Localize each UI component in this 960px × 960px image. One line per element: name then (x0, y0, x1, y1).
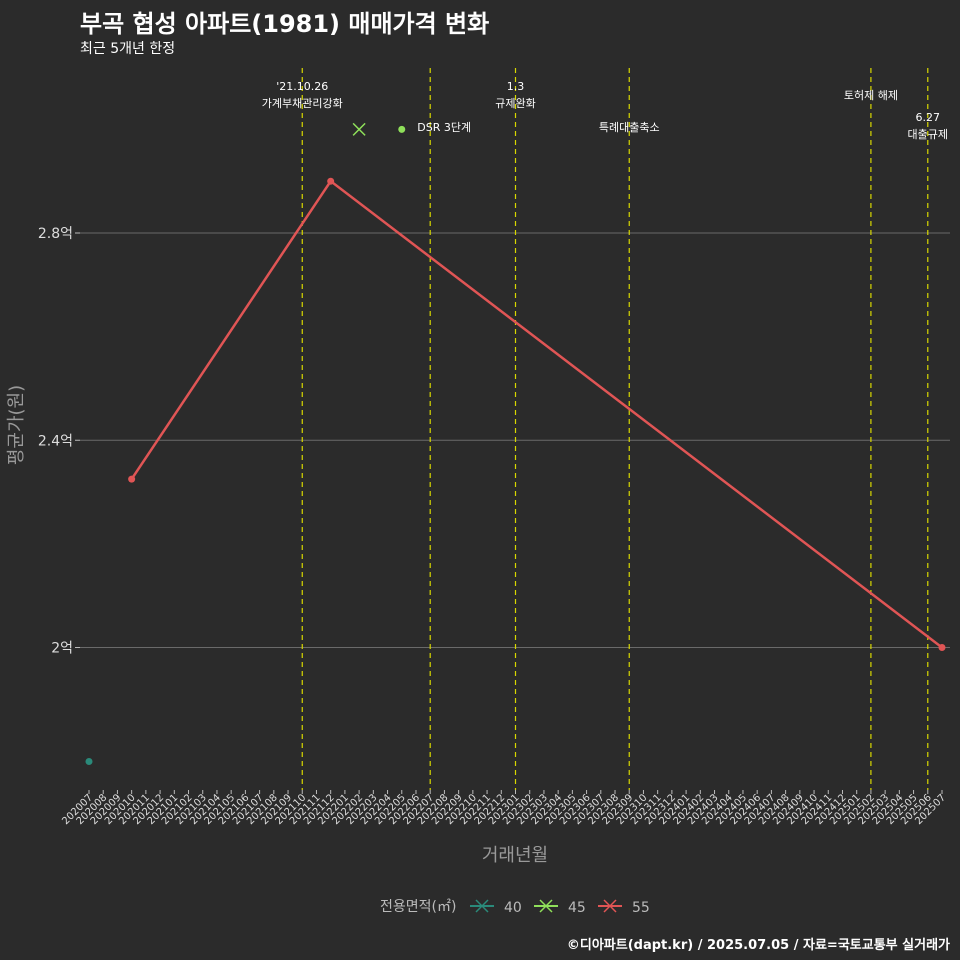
x-axis-title: 거래년월 (482, 845, 548, 866)
legend-swatch-cross (475, 899, 489, 913)
y-tick-label: 2.8억 (38, 226, 73, 242)
event-label: 대출규제 (908, 128, 948, 141)
event-label: 1.3 (507, 80, 525, 93)
legend-swatch-cross (603, 899, 617, 913)
chart-title: 부곡 협성 아파트(1981) 매매가격 변화 (80, 10, 490, 38)
y-tick-label: 2억 (51, 641, 73, 657)
legend-label: 55 (632, 900, 650, 916)
series-55-line (130, 179, 943, 649)
data-point-45-cross (352, 122, 366, 136)
data-point-55 (327, 177, 335, 185)
data-point-55 (128, 475, 136, 483)
legend-label: 45 (568, 900, 586, 916)
data-point-55 (938, 644, 946, 651)
event-label: 가계부채관리강화 (262, 97, 343, 110)
event-label: 특례대출축소 (599, 121, 660, 134)
source-caption: ©디아파트(dapt.kr) / 2025.07.05 / 자료=국토교통부 실… (566, 938, 950, 953)
legend-label: 40 (504, 900, 522, 916)
data-point-40 (85, 757, 93, 765)
chart-subtitle: 최근 5개년 한정 (80, 41, 176, 57)
event-label: DSR 3단계 (417, 121, 471, 134)
event-label: '21.10.26 (276, 80, 328, 93)
y-axis-title: 평균가(원) (6, 385, 27, 465)
data-point-45 (398, 125, 406, 133)
legend-swatch-cross (539, 899, 553, 913)
event-label: 6.27 (916, 111, 941, 124)
event-label: 규제완화 (495, 97, 535, 110)
legend-title: 전용면적(㎡) (380, 899, 456, 915)
event-label: 토허제 해제 (844, 88, 898, 102)
y-tick-label: 2.4억 (38, 433, 73, 449)
